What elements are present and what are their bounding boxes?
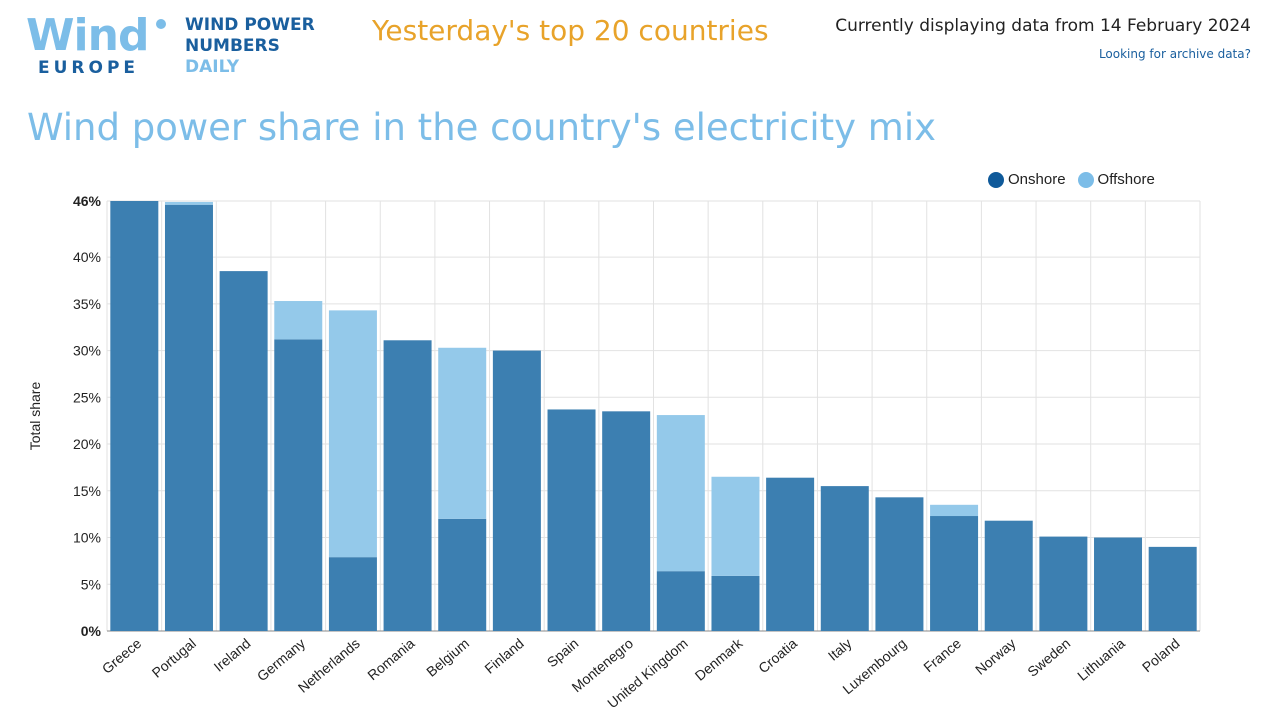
- bar-onshore-lithuania: [1094, 537, 1143, 631]
- bar-onshore-poland: [1148, 546, 1197, 631]
- x-category-label: Spain: [544, 635, 582, 670]
- x-category-label: Germany: [254, 635, 308, 684]
- y-tick-label: 30%: [73, 343, 101, 359]
- bar-onshore-germany: [274, 339, 323, 631]
- windeurope-logo[interactable]: Wind EUROPE WIND POWER NUMBERS DAILY: [26, 12, 336, 82]
- x-category-label: Greece: [99, 635, 145, 677]
- x-category-label: Croatia: [755, 635, 800, 676]
- chart-title: Wind power share in the country's electr…: [27, 106, 937, 149]
- chart-legend: Onshore Offshore: [988, 171, 1167, 188]
- y-tick-label: 15%: [73, 483, 101, 499]
- bar-onshore-ireland: [219, 271, 268, 631]
- legend-item-onshore[interactable]: Onshore: [988, 171, 1066, 188]
- x-category-label: Denmark: [692, 634, 747, 683]
- bar-onshore-spain: [547, 409, 596, 631]
- x-category-label: Ireland: [210, 635, 253, 675]
- bar-onshore-romania: [383, 340, 432, 631]
- logo-tagline-line-3: DAILY: [185, 57, 240, 77]
- bar-onshore-belgium: [438, 518, 487, 631]
- bar-offshore-germany: [274, 301, 323, 340]
- bar-onshore-portugal: [164, 204, 213, 631]
- logo-wind-text: Wind: [26, 10, 149, 61]
- legend-label-onshore: Onshore: [1008, 171, 1066, 188]
- y-tick-label: 20%: [73, 436, 101, 452]
- bar-offshore-belgium: [438, 347, 487, 519]
- bar-onshore-croatia: [766, 477, 815, 631]
- bar-onshore-netherlands: [328, 557, 377, 631]
- x-category-label: Norway: [972, 635, 1019, 678]
- logo-dot: [156, 19, 166, 29]
- logo-tagline-line-1: WIND POWER: [185, 15, 315, 35]
- logo-tagline: WIND POWER NUMBERS DAILY: [185, 15, 315, 78]
- x-category-label: Romania: [364, 635, 417, 683]
- x-category-label: France: [920, 635, 964, 675]
- x-category-label: Italy: [825, 635, 855, 664]
- y-tick-label: 10%: [73, 530, 101, 546]
- x-category-label: Lithuania: [1074, 635, 1128, 684]
- legend-swatch-onshore: [988, 171, 1004, 188]
- y-tick-label: 0%: [81, 623, 102, 639]
- archive-data-link[interactable]: Looking for archive data?: [1098, 47, 1251, 61]
- bar-offshore-netherlands: [328, 310, 377, 558]
- legend-item-offshore[interactable]: Offshore: [1077, 171, 1155, 188]
- x-category-label: Poland: [1139, 635, 1183, 675]
- legend-swatch-offshore: [1077, 171, 1094, 188]
- y-tick-label: 40%: [73, 249, 101, 265]
- bar-offshore-france: [930, 504, 979, 517]
- bar-onshore-finland: [492, 350, 541, 631]
- bar-onshore-denmark: [711, 575, 760, 631]
- bar-chart: 0% 5% 10% 15% 20% 25% 30% 35% 40% 46% Total share G…: [27, 193, 1201, 711]
- bar-onshore-italy: [820, 486, 869, 631]
- bar-onshore-norway: [984, 520, 1033, 631]
- data-date-text: Currently displaying data from 14 Februa…: [835, 16, 1251, 36]
- y-tick-label: 35%: [73, 296, 101, 312]
- bar-onshore-united-kingdom: [656, 571, 705, 631]
- bar-offshore-portugal: [164, 201, 213, 205]
- page-headline: Yesterday's top 20 countries: [372, 14, 769, 47]
- bar-offshore-united-kingdom: [656, 415, 705, 572]
- x-category-label: Finland: [481, 635, 526, 677]
- bar-offshore-denmark: [711, 476, 760, 576]
- y-axis-label: Total share: [27, 382, 43, 451]
- bar-onshore-montenegro: [602, 411, 651, 631]
- bar-onshore-sweden: [1039, 536, 1088, 631]
- bar-onshore-greece: [110, 201, 159, 631]
- bar-onshore-luxembourg: [875, 497, 924, 631]
- x-category-label: Sweden: [1024, 635, 1073, 680]
- y-tick-label: 5%: [81, 576, 101, 592]
- bar-onshore-france: [930, 516, 979, 631]
- x-category-label: Portugal: [149, 635, 199, 681]
- x-category-label: Belgium: [423, 635, 472, 680]
- legend-label-offshore: Offshore: [1097, 171, 1155, 188]
- y-tick-label: 25%: [73, 389, 101, 405]
- logo-europe-text: EUROPE: [38, 58, 140, 78]
- y-tick-label: 46%: [73, 193, 102, 209]
- logo-tagline-line-2: NUMBERS: [185, 36, 280, 56]
